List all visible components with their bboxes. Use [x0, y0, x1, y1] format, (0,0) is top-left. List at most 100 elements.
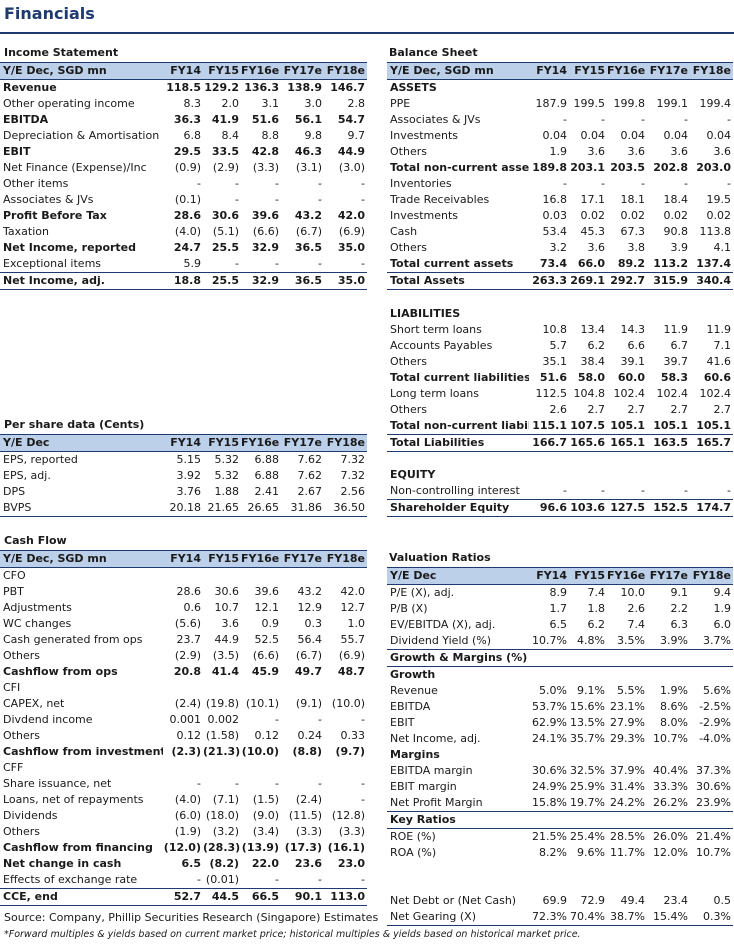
cell-value: [241, 568, 281, 585]
table-row: Net Income, adj. 18.8 25.5 32.9 36.5 35.0: [0, 272, 367, 290]
cell-value: 49.7: [294, 665, 322, 678]
table-row: Growth: [387, 667, 733, 684]
cell-value: 129.2: [204, 81, 239, 94]
table-row: CFF: [0, 760, 367, 776]
cell-value: 6.88: [254, 469, 280, 482]
cell-value: 12.0%: [653, 846, 688, 859]
cell-value: 35.0: [337, 241, 365, 254]
row-label: PBT: [3, 585, 24, 598]
cell-value: (5.6): [174, 617, 201, 630]
cell-value: -: [361, 873, 365, 886]
header-year: FY17e: [647, 62, 690, 80]
row-label: EBITDA: [390, 700, 431, 713]
row-label: Cash: [390, 225, 418, 238]
row-label: EBIT: [390, 716, 415, 729]
cell-value: 112.5: [535, 386, 568, 400]
cell-value: [607, 861, 647, 877]
cell-value: [529, 877, 569, 893]
row-label: Total non-current liabilities: [390, 418, 529, 432]
cell-value: 10.8: [542, 322, 568, 336]
cell-value: (3.5): [212, 649, 239, 662]
table-row: Effects of exchange rate - (0.01) - - -: [0, 872, 367, 889]
row-label: P/E (X), adj.: [390, 586, 455, 599]
cell-value: 23.9%: [696, 796, 731, 809]
cell-value: (12.8): [331, 809, 365, 822]
cell-value: 10.7%: [532, 634, 567, 647]
cell-value: 8.4: [221, 129, 240, 142]
cell-value: 90.1: [281, 888, 324, 906]
cell-value: -: [641, 484, 645, 497]
cell-value: 1.9: [713, 602, 732, 615]
cell-value: 103.6: [569, 499, 607, 517]
cell-value: 66.5: [241, 888, 281, 906]
table-row: Trade Receivables 16.8 17.1 18.1 18.4 19.5: [387, 192, 733, 208]
cell-value: 30.6: [211, 209, 239, 222]
cell-value: [647, 649, 690, 667]
cell-value: 2.7: [713, 402, 732, 416]
header-year: FY18e: [690, 62, 733, 80]
source-note: Source: Company, Phillip Securities Rese…: [4, 911, 379, 924]
table-row: Dividend Yield (%) 10.7% 4.8% 3.5% 3.9% 3.7%: [387, 633, 733, 650]
cell-value: [690, 80, 733, 97]
cell-value: 36.5: [281, 272, 324, 290]
cell-value: (10.0): [331, 697, 365, 710]
header-year: FY14: [163, 62, 203, 80]
header-row: Y/E Dec FY14 FY15 FY16e FY17e FY18e: [0, 434, 367, 452]
cell-value: 43.2: [297, 585, 323, 598]
cell-value: (8.8): [292, 745, 322, 758]
header-label: Y/E Dec, SGD mn: [0, 62, 163, 80]
cell-value: [647, 467, 690, 483]
table-row: Total non-current assets 189.8 203.1 203.5 2…: [387, 160, 733, 176]
row-label: Others: [390, 241, 427, 254]
cell-value: 5.5%: [617, 684, 645, 697]
cell-value: 0.33: [340, 729, 366, 742]
cell-value: 163.5: [647, 433, 690, 452]
header-year: FY16e: [241, 434, 281, 452]
cell-value: 166.7: [529, 433, 569, 452]
row-label: Net change in cash: [3, 857, 122, 870]
cell-value: 187.9: [535, 97, 568, 110]
cell-value: 25.5: [211, 241, 239, 254]
cell-value: (6.0): [174, 809, 201, 822]
cell-value: (3.2): [212, 825, 239, 838]
cell-value: 55.7: [340, 633, 366, 646]
cell-value: 14.3: [620, 322, 646, 336]
row-label: Net Gearing (X): [387, 909, 529, 926]
cell-value: -: [197, 873, 201, 886]
cell-value: [607, 667, 647, 684]
cell-value: 8.6%: [660, 700, 688, 713]
cell-value: 0.04: [620, 129, 646, 142]
cell-value: 0.6: [183, 601, 202, 614]
cell-value: (3.4): [252, 825, 279, 838]
table-row: ASSETS: [387, 80, 733, 97]
cell-value: -: [727, 177, 731, 190]
cell-value: 1.0: [347, 617, 366, 630]
cell-value: [569, 80, 607, 97]
cell-value: -: [361, 713, 365, 726]
table-row: Others (2.9) (3.5) (6.6) (6.7) (6.9): [0, 648, 367, 664]
cell-value: 35.7%: [570, 732, 605, 745]
row-label: [387, 861, 529, 877]
table-row: Other items - - - - -: [0, 176, 367, 192]
cell-value: 7.62: [297, 453, 323, 466]
header-year: FY16e: [241, 550, 281, 568]
cell-value: 3.6: [587, 145, 606, 158]
cell-value: (2.3): [171, 745, 201, 758]
cell-value: 2.6: [549, 402, 568, 416]
cell-value: -: [318, 257, 322, 270]
table-row: CAPEX, net (2.4) (19.8) (10.1) (9.1) (10.0): [0, 696, 367, 712]
cell-value: 26.65: [241, 500, 281, 517]
cell-value: [607, 747, 647, 763]
cell-value: (9.7): [335, 745, 365, 758]
row-label: CFF: [3, 761, 24, 774]
cell-value: 138.9: [287, 81, 322, 94]
cell-value: 7.32: [340, 453, 366, 466]
cell-value: 44.5: [203, 888, 241, 906]
cell-value: 36.3: [173, 113, 201, 126]
cell-value: 8.8: [261, 129, 280, 142]
table-row: [387, 451, 733, 467]
row-label: ROA (%): [390, 846, 437, 859]
cell-value: 1.7: [549, 602, 568, 615]
row-label: Net Income, adj.: [390, 732, 481, 745]
cell-value: (0.1): [174, 193, 201, 206]
